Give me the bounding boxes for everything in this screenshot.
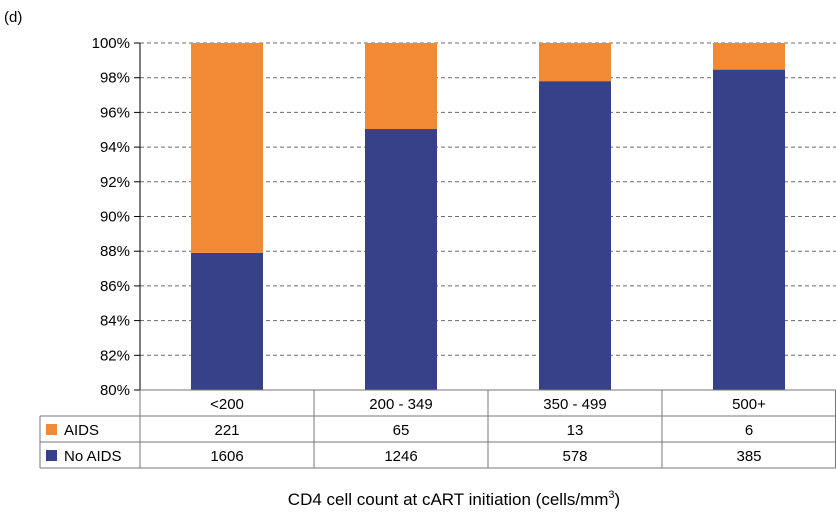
table-cell: 578: [562, 448, 587, 465]
legend-label: No AIDS: [64, 448, 122, 465]
y-tick-label: 98%: [100, 70, 130, 87]
category-label: 500+: [732, 396, 766, 413]
bars: [191, 43, 785, 391]
y-tick-label: 84%: [100, 313, 130, 330]
table-cell: 1606: [210, 448, 243, 465]
bar-segment-aids: [713, 43, 785, 70]
table-cell: 1246: [384, 448, 417, 465]
panel-label: (d): [4, 9, 22, 26]
bar-segment-no-aids: [191, 252, 263, 390]
y-tick-label: 80%: [100, 382, 130, 399]
bar-segment-aids: [539, 43, 611, 82]
table-cell: 65: [393, 422, 410, 439]
category-label: 350 - 499: [543, 396, 606, 413]
table-cell: 221: [214, 422, 239, 439]
bar-segment-no-aids: [713, 69, 785, 391]
y-tick-label: 94%: [100, 139, 130, 156]
y-tick-label: 86%: [100, 278, 130, 295]
y-axis: 80% 82% 84% 86% 88% 90% 92% 94% 96% 98% 100%: [92, 35, 141, 399]
y-tick-label: 100%: [92, 35, 130, 52]
legend-swatch: [46, 424, 57, 435]
legend-label: AIDS: [64, 422, 99, 439]
category-label: 200 - 349: [369, 396, 432, 413]
bar-segment-no-aids: [365, 129, 437, 390]
category-label: <200: [210, 396, 244, 413]
y-tick-label: 90%: [100, 209, 130, 226]
y-tick-label: 96%: [100, 104, 130, 121]
x-axis-title: CD4 cell count at cART initiation (cells…: [288, 489, 620, 509]
y-tick-label: 82%: [100, 347, 130, 364]
table-cell: 13: [567, 422, 584, 439]
bar-segment-aids: [191, 43, 263, 253]
y-tick-label: 92%: [100, 174, 130, 191]
y-tick-label: 88%: [100, 243, 130, 260]
table-cell: 6: [745, 422, 753, 439]
bar-segment-no-aids: [539, 81, 611, 391]
table-cell: 385: [736, 448, 761, 465]
bar-segment-aids: [365, 43, 437, 130]
legend-swatch: [46, 450, 57, 461]
data-table: <200 200 - 349 350 - 499 500+ AIDS 221 65 13 6 No…: [39, 389, 836, 469]
